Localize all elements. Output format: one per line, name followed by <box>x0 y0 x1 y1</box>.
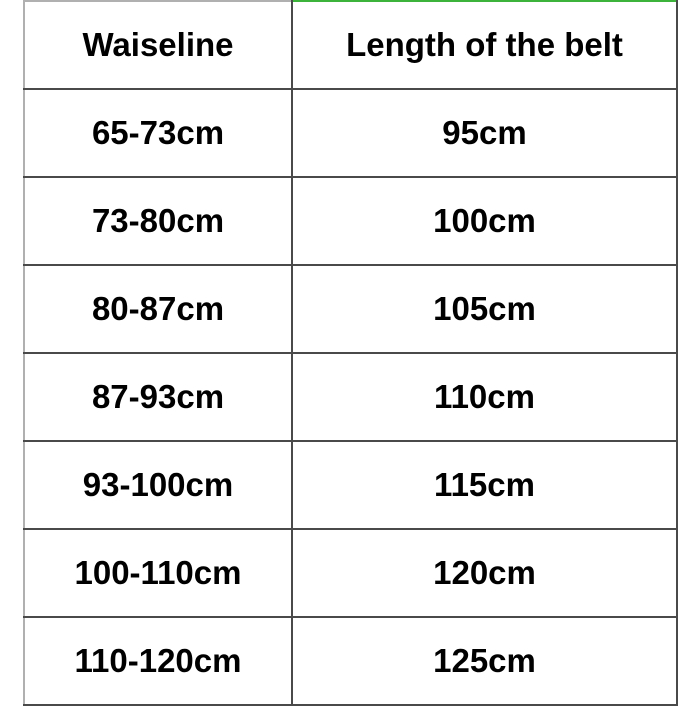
belt-length-cell: 125cm <box>291 616 678 706</box>
waistline-cell: 100-110cm <box>23 528 293 618</box>
table-row: 80-87cm 105cm <box>23 264 678 354</box>
table-row: 93-100cm 115cm <box>23 440 678 530</box>
waistline-cell: 65-73cm <box>23 88 293 178</box>
table-row: 87-93cm 110cm <box>23 352 678 442</box>
waistline-cell: 93-100cm <box>23 440 293 530</box>
header-belt-length: Length of the belt <box>291 0 678 90</box>
belt-length-cell: 100cm <box>291 176 678 266</box>
waistline-cell: 110-120cm <box>23 616 293 706</box>
waistline-cell: 87-93cm <box>23 352 293 442</box>
belt-length-cell: 115cm <box>291 440 678 530</box>
table-row: 110-120cm 125cm <box>23 616 678 706</box>
table-row: 73-80cm 100cm <box>23 176 678 266</box>
header-row: Waiseline Length of the belt <box>23 0 678 90</box>
table-row: 65-73cm 95cm <box>23 88 678 178</box>
belt-length-cell: 110cm <box>291 352 678 442</box>
belt-length-cell: 95cm <box>291 88 678 178</box>
belt-length-cell: 120cm <box>291 528 678 618</box>
belt-size-table: Waiseline Length of the belt 65-73cm 95c… <box>23 0 678 706</box>
table-row: 100-110cm 120cm <box>23 528 678 618</box>
belt-length-cell: 105cm <box>291 264 678 354</box>
waistline-cell: 73-80cm <box>23 176 293 266</box>
waistline-cell: 80-87cm <box>23 264 293 354</box>
header-waistline: Waiseline <box>23 0 293 90</box>
